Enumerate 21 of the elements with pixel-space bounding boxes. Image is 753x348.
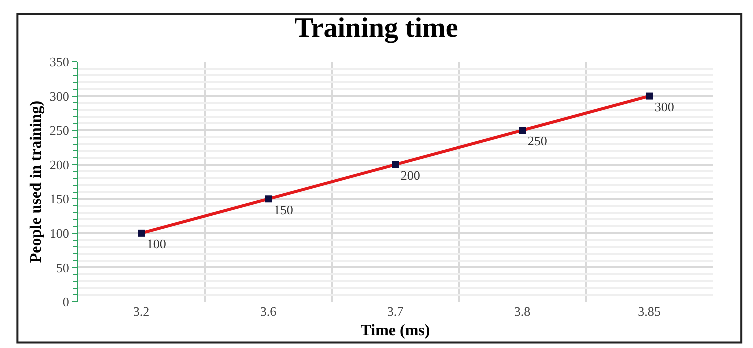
y-tick-label: 150 (50, 192, 70, 207)
y-tick-label: 250 (50, 123, 70, 138)
x-axis-title: Time (ms) (360, 322, 430, 340)
x-tick-label: 3.6 (260, 304, 278, 319)
x-tick-label: 3.2 (133, 304, 150, 319)
y-tick-label: 50 (56, 260, 70, 276)
data-label: 100 (146, 236, 166, 252)
y-tick-label: 350 (50, 54, 70, 70)
data-label: 300 (654, 99, 674, 114)
y-axis-title: People used in training) (28, 100, 45, 264)
chart-title: Training time (294, 13, 458, 44)
data-label: 200 (400, 168, 420, 183)
data-label: 150 (274, 202, 294, 218)
y-tick-label: 200 (50, 157, 70, 172)
data-label: 250 (528, 134, 548, 149)
y-tick-label: 300 (50, 88, 70, 104)
x-tick-label: 3.7 (387, 304, 404, 319)
y-tick-label: 0 (62, 294, 70, 310)
y-tick-label: 100 (50, 226, 70, 241)
x-tick-label: 3.8 (514, 304, 531, 319)
x-tick-label: 3.85 (638, 304, 661, 319)
